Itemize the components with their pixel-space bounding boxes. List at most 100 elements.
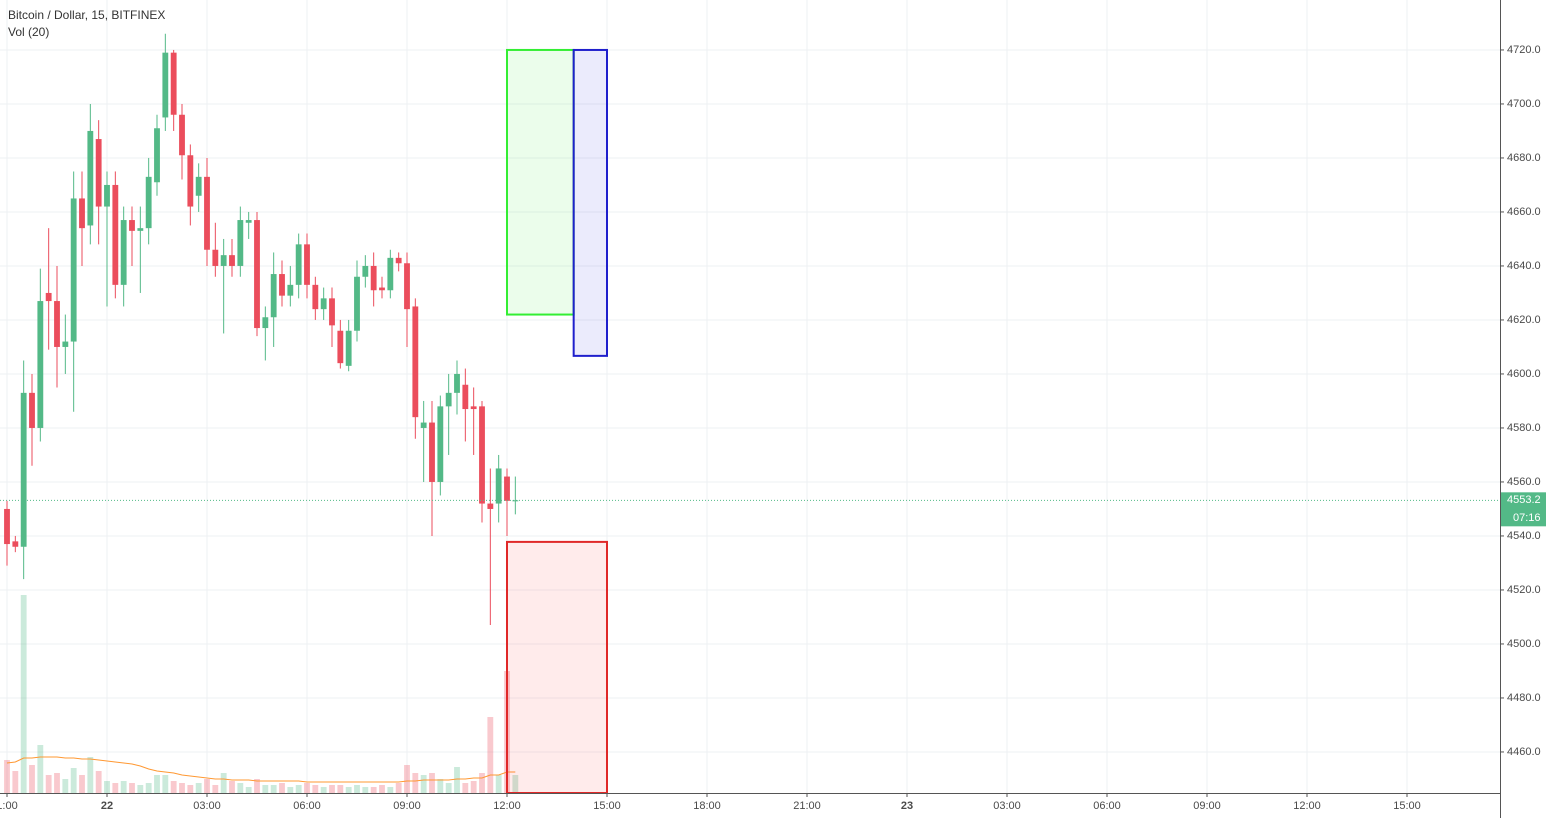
candle-body [337, 330, 344, 364]
volume-bar [237, 783, 244, 793]
volume-bar [320, 787, 327, 793]
countdown-label: 07:16 [1513, 512, 1541, 524]
candle-body [20, 392, 27, 547]
y-tick-label: 4580.0 [1507, 422, 1541, 434]
candle-body [429, 422, 435, 482]
candle-body [179, 114, 185, 156]
candle-body [287, 284, 294, 296]
volume-bar [279, 783, 285, 793]
candle-body [462, 384, 469, 410]
candle-body [170, 52, 177, 115]
candle-body [245, 220, 252, 223]
volume-bar [254, 779, 260, 793]
x-tick-label: 12:00 [1293, 800, 1321, 812]
volume-bar [154, 775, 160, 793]
candle-body [304, 244, 310, 285]
candle-body [37, 301, 44, 428]
volume-bar [362, 787, 369, 793]
x-tick-label: 09:00 [393, 800, 421, 812]
candle-body [279, 274, 285, 296]
candle-body [379, 287, 385, 291]
volume-bar [170, 781, 177, 793]
volume-bar [104, 781, 110, 793]
volume-bar [187, 785, 194, 793]
candle-body [470, 406, 477, 410]
candle-body [29, 392, 35, 428]
x-tick-label: 22 [101, 800, 113, 812]
x-tick-label: 21:00 [793, 800, 821, 812]
volume-bar [245, 787, 252, 793]
x-tick-label: 15:00 [1393, 800, 1421, 812]
volume-bar [412, 773, 419, 793]
volume-bar [62, 779, 69, 793]
volume-bar [45, 775, 52, 793]
volume-bar [220, 773, 227, 793]
y-tick-label: 4680.0 [1507, 152, 1541, 164]
volume-bar [495, 775, 502, 793]
candle-body [237, 220, 244, 266]
candle-body [512, 500, 519, 502]
volume-bar [370, 787, 377, 793]
x-tick-label: 09:00 [1193, 800, 1221, 812]
candle-body [329, 298, 335, 326]
candle-body [395, 257, 402, 264]
candle-body [270, 274, 277, 318]
volume-bar [404, 765, 410, 793]
chart-title: Bitcoin / Dollar, 15, BITFINEX [8, 8, 165, 22]
volume-bar [204, 779, 210, 793]
drawing-layer [506, 48, 609, 795]
volume-bar [379, 785, 385, 793]
candle-body [4, 508, 10, 545]
x-tick-label: 12:00 [493, 800, 521, 812]
x-tick-label: 15:00 [593, 800, 621, 812]
y-tick-label: 4560.0 [1507, 476, 1541, 488]
candle-body [412, 306, 419, 418]
candle-body [95, 139, 102, 207]
candle-body [420, 422, 427, 428]
candle-body [479, 406, 485, 504]
volume-bar [229, 781, 235, 793]
candle-body [129, 220, 135, 231]
x-tick-label: 23 [901, 800, 913, 812]
volume-bar [512, 775, 519, 793]
y-tick-label: 4720.0 [1507, 44, 1541, 56]
y-tick-label: 4520.0 [1507, 584, 1541, 596]
volume-bar [212, 785, 219, 793]
volume-bar [87, 757, 94, 793]
candle-body [362, 265, 369, 277]
volume-bar [162, 775, 169, 793]
volume-bar [129, 783, 135, 793]
candle-body [445, 392, 452, 407]
volume-bar [262, 785, 269, 793]
candle-body [162, 52, 169, 118]
drawn-rectangle [572, 48, 609, 357]
volume-bar [345, 787, 352, 793]
candle-body [212, 249, 219, 266]
volume-bar [354, 785, 360, 793]
y-tick-label: 4640.0 [1507, 260, 1541, 272]
volume-bar [120, 781, 127, 793]
volume-bar [312, 785, 319, 793]
candle-body [345, 330, 352, 366]
x-tick-label: 03:00 [993, 800, 1021, 812]
candle-body [112, 184, 119, 285]
x-tick-label: 03:00 [193, 800, 221, 812]
x-tick-label: 18:00 [693, 800, 721, 812]
candle-body [295, 244, 302, 285]
candle-body [229, 255, 235, 266]
candle-body [320, 298, 327, 310]
volume-bar [20, 595, 27, 793]
volume-bar [479, 773, 485, 793]
candle-body [145, 176, 152, 229]
last-price-box [1501, 492, 1546, 527]
candle-body [254, 220, 260, 329]
volume-bar [37, 745, 44, 793]
volume-bar [137, 785, 144, 793]
candle-body [154, 128, 160, 183]
candle-body [204, 176, 210, 250]
candle-body [454, 373, 460, 393]
volume-ma-line [6, 756, 516, 783]
candle-body [404, 263, 410, 310]
